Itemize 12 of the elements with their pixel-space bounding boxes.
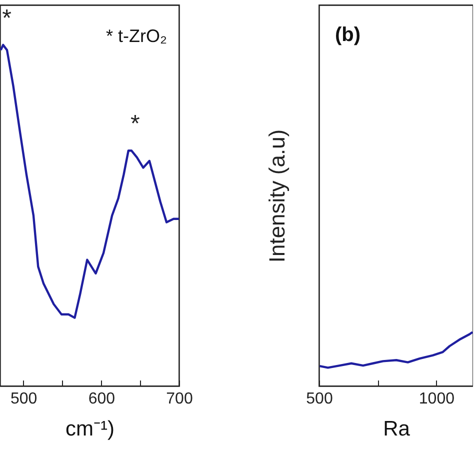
annotation: * bbox=[2, 4, 12, 32]
x-tick-label: 700 bbox=[166, 390, 193, 408]
x-axis-title: cm⁻¹) bbox=[66, 418, 114, 440]
x-tick-label: 1000 bbox=[418, 390, 455, 408]
x-tick-label: 500 bbox=[10, 390, 38, 408]
text: (b) bbox=[335, 24, 361, 46]
annotation: * t-ZrO₂ bbox=[106, 26, 168, 46]
x-tick-label: 600 bbox=[88, 390, 116, 408]
x-axis-title: Ra bbox=[383, 418, 410, 440]
x-tick-label: 500 bbox=[306, 390, 333, 408]
annotation: * bbox=[130, 110, 140, 138]
y-axis-title: Intensity (a.u) bbox=[264, 129, 290, 263]
